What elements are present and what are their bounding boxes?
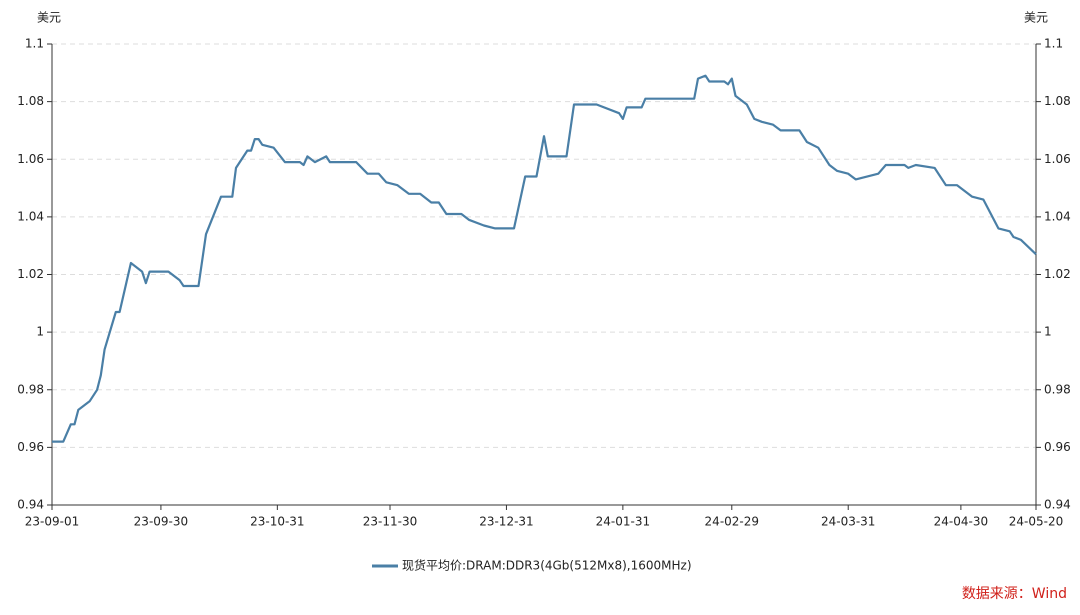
x-tick-label: 23-09-01 (25, 515, 79, 529)
y-tick-label: 0.94 (17, 498, 44, 512)
y2-tick-label: 1.04 (1044, 209, 1071, 223)
y-tick-label: 0.98 (17, 382, 44, 396)
x-tick-label: 23-12-31 (479, 515, 533, 529)
y-unit-left: 美元 (37, 11, 61, 25)
x-tick-label: 24-01-31 (596, 515, 650, 529)
x-tick-label: 24-02-29 (705, 515, 759, 529)
y-unit-right: 美元 (1024, 11, 1048, 25)
y2-tick-label: 1.1 (1044, 37, 1063, 51)
series-line (52, 74, 1037, 443)
legend-label: 现货平均价:DRAM:DDR3(4Gb(512Mx8),1600MHz) (402, 558, 692, 573)
y2-tick-label: 0.96 (1044, 440, 1071, 454)
x-tick-label: 23-11-30 (363, 515, 417, 529)
y-tick-label: 1.04 (17, 209, 44, 223)
y-tick-label: 0.96 (17, 440, 44, 454)
y-tick-label: 1.02 (17, 267, 44, 281)
y-tick-label: 1 (36, 325, 44, 339)
y-tick-label: 1.06 (17, 152, 44, 166)
y-tick-label: 1.08 (17, 94, 44, 108)
x-tick-label: 23-10-31 (250, 515, 304, 529)
y2-tick-label: 1 (1044, 325, 1052, 339)
y2-tick-label: 0.98 (1044, 382, 1071, 396)
x-tick-label: 23-09-30 (134, 515, 188, 529)
y-tick-label: 1.1 (25, 37, 44, 51)
y2-tick-label: 0.94 (1044, 498, 1071, 512)
x-tick-label: 24-05-20 (1009, 515, 1063, 529)
y2-tick-label: 1.08 (1044, 94, 1071, 108)
y2-tick-label: 1.06 (1044, 152, 1071, 166)
source: 数据来源：Wind (962, 586, 1067, 602)
x-tick-label: 24-04-30 (934, 515, 988, 529)
y2-tick-label: 1.02 (1044, 267, 1071, 281)
x-tick-label: 24-03-31 (821, 515, 875, 529)
